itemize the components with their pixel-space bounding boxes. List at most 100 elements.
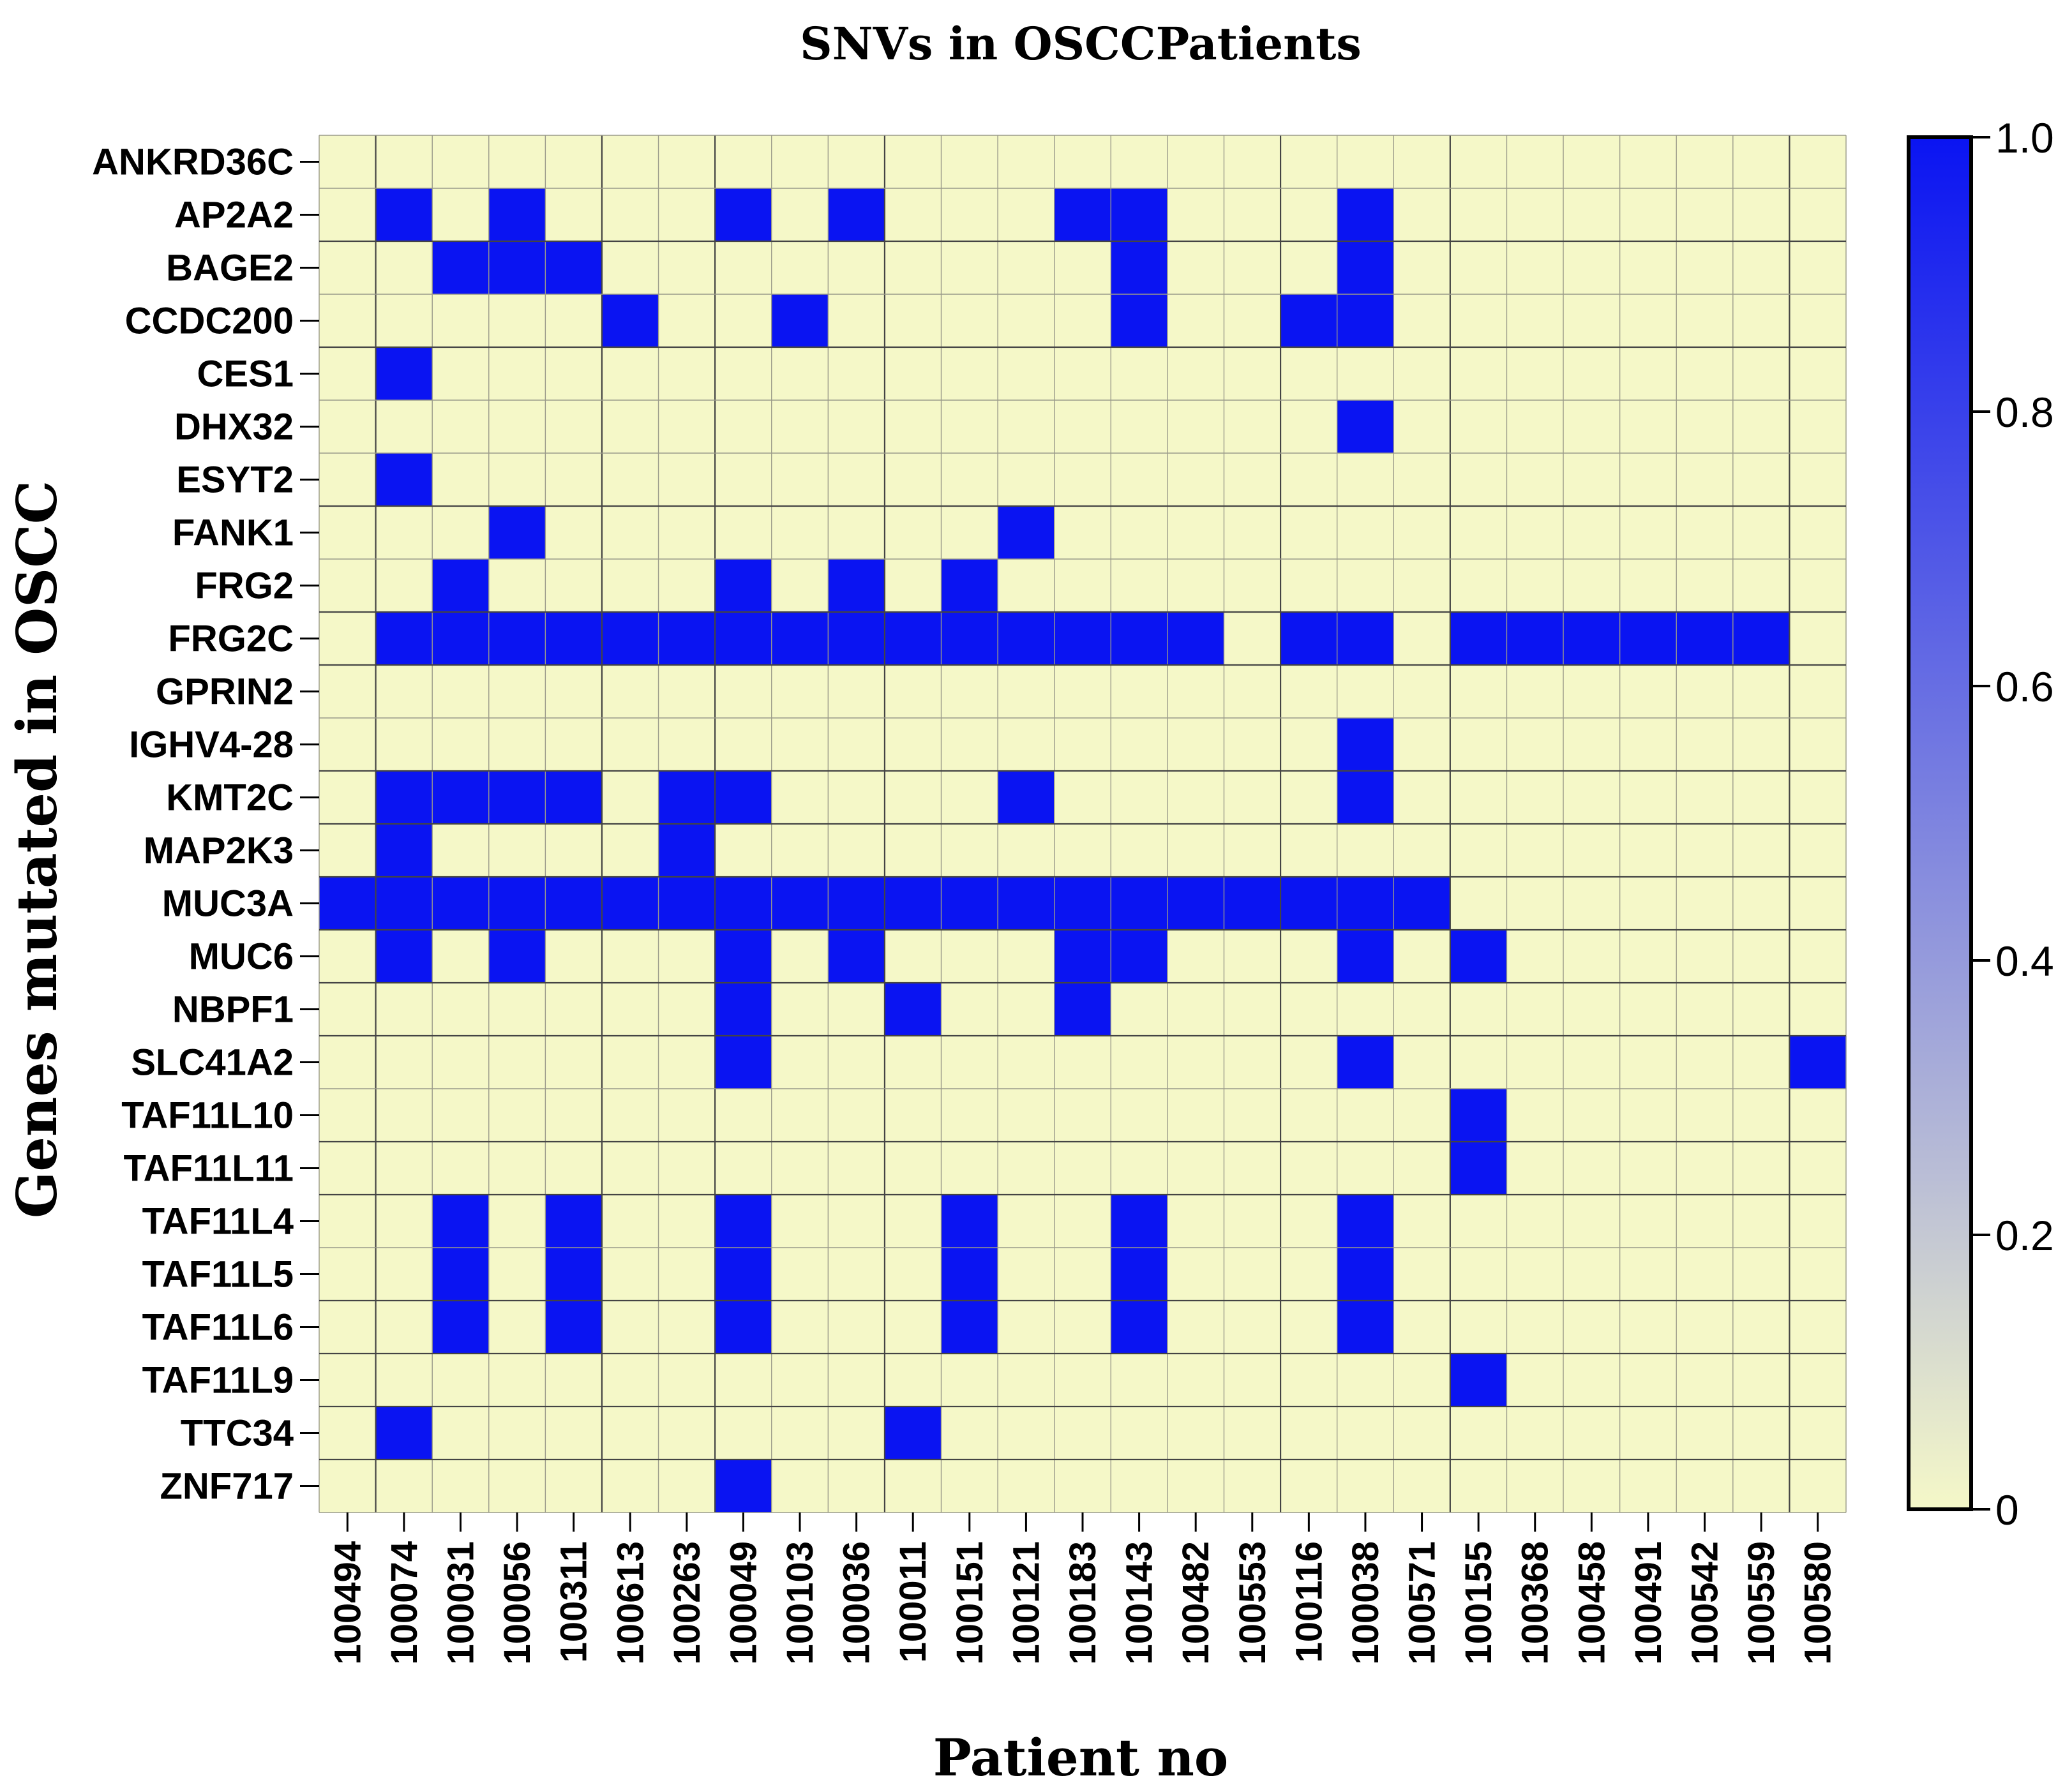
heatmap-cell [1280,347,1338,401]
y-tick-label: MUC3A [162,883,294,925]
heatmap-cell [1393,400,1451,454]
heatmap-cell [1280,188,1338,242]
heatmap-cell [1280,1142,1338,1195]
heatmap-cell [1619,1142,1677,1195]
heatmap-cell [1789,1195,1847,1248]
heatmap-cell [601,665,659,719]
heatmap-cell [488,1089,546,1142]
heatmap-cell [1054,1354,1111,1407]
heatmap-cell [1676,1248,1734,1301]
heatmap-cell [1224,824,1281,877]
heatmap-cell [1619,824,1677,877]
heatmap-cell [432,930,490,983]
heatmap-cell [1789,665,1847,719]
heatmap-cell [1563,347,1621,401]
heatmap-cell [998,559,1055,613]
heatmap-cell [771,1354,829,1407]
heatmap-cell [1167,135,1225,189]
heatmap-cell [1563,1142,1621,1195]
heatmap-cell [1506,294,1564,348]
heatmap-cell [828,188,885,242]
heatmap-cell [715,1142,772,1195]
heatmap-cell [828,718,885,772]
heatmap-cell [658,824,716,877]
heatmap-cell [1224,1142,1281,1195]
heatmap-cell [1450,1248,1508,1301]
heatmap-cell [1619,1301,1677,1354]
heatmap-cell [1789,506,1847,560]
heatmap-cell [1054,877,1111,930]
heatmap-cell [1450,930,1508,983]
heatmap-cell [1393,188,1451,242]
heatmap-cell [375,1301,433,1354]
heatmap-cell [432,1354,490,1407]
y-tick-label: IGHV4-28 [129,724,294,766]
heatmap-cell [715,559,772,613]
heatmap-cell [1563,824,1621,877]
heatmap-cell [1167,824,1225,877]
heatmap-cell [1789,1036,1847,1089]
x-tick-label: 100494 [327,1541,368,1665]
heatmap-cell [1167,1460,1225,1513]
heatmap-cell [432,400,490,454]
heatmap-cell [375,1248,433,1301]
heatmap-cell [1506,612,1564,666]
heatmap-cell [1337,612,1394,666]
heatmap-cell [1789,1301,1847,1354]
heatmap-cell [1506,188,1564,242]
heatmap-cell [319,665,377,719]
heatmap-cell [1111,559,1168,613]
heatmap-cell [1224,612,1281,666]
heatmap-cell [998,1195,1055,1248]
y-axis-title: Genes mutated in OSCC [5,481,70,1218]
heatmap-cell [1619,718,1677,772]
heatmap-cell [941,453,998,507]
heatmap-cell [432,665,490,719]
heatmap-cell [1563,453,1621,507]
heatmap-cell [1054,559,1111,613]
heatmap-cell [1167,877,1225,930]
heatmap-cell [941,877,998,930]
heatmap-cell [1732,559,1790,613]
heatmap-cell [1224,506,1281,560]
heatmap-cell [1563,135,1621,189]
heatmap-cell [319,612,377,666]
heatmap-cell [1732,188,1790,242]
heatmap-cell [1167,1407,1225,1460]
heatmap-cell [1054,1195,1111,1248]
heatmap-cell [884,1195,942,1248]
colorbar-tick-label: 1.0 [1995,114,2054,161]
heatmap-cell [545,135,603,189]
x-tick-label: 100183 [1062,1541,1104,1665]
heatmap-cell [488,1354,546,1407]
heatmap-cell [941,347,998,401]
heatmap-cell [1676,1407,1734,1460]
heatmap-cell [601,294,659,348]
heatmap-cell [828,400,885,454]
heatmap-cell [375,1354,433,1407]
heatmap-cell [1393,1407,1451,1460]
heatmap-cell [488,1248,546,1301]
heatmap-cell [941,135,998,189]
heatmap-cell [545,559,603,613]
heatmap-cell [1789,877,1847,930]
heatmap-cell [771,506,829,560]
heatmap-cell [941,506,998,560]
heatmap-cell [998,1301,1055,1354]
heatmap-cell [488,612,546,666]
heatmap-cell [1224,771,1281,825]
heatmap-cell [998,1460,1055,1513]
heatmap-cell [545,1142,603,1195]
heatmap-cell [658,135,716,189]
heatmap-cell [1054,930,1111,983]
heatmap-cell [1111,930,1168,983]
heatmap-cell [771,559,829,613]
heatmap-cell [828,347,885,401]
heatmap-cell [658,1248,716,1301]
heatmap-cell [1450,1036,1508,1089]
heatmap-cell [1393,559,1451,613]
heatmap-cell [1337,771,1394,825]
heatmap-cell [658,400,716,454]
heatmap-cell [319,1407,377,1460]
heatmap-cell [1054,1460,1111,1513]
